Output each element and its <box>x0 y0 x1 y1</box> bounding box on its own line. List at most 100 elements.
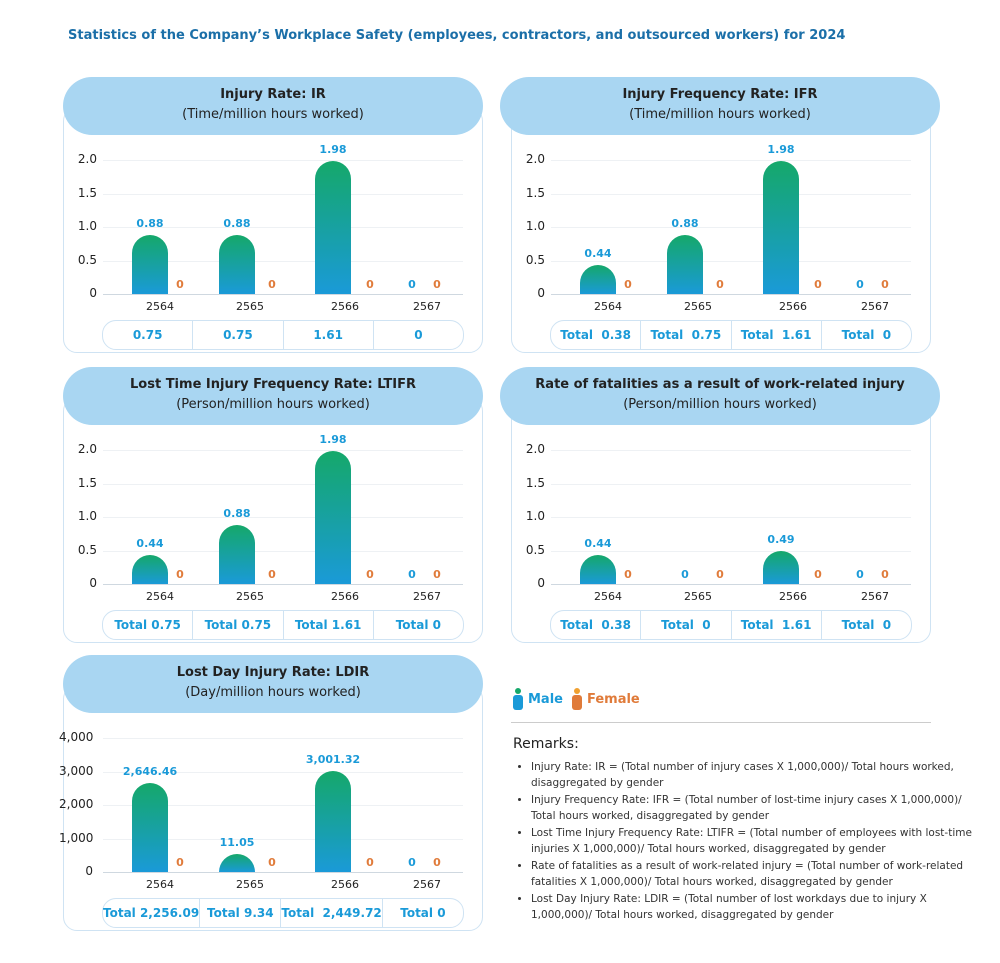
x-tick-label: 2565 <box>236 590 264 603</box>
chart-panel: Injury Rate: IR (Time/million hours worke… <box>63 77 483 353</box>
chart-title: Injury Frequency Rate: IFR <box>622 87 818 102</box>
gridline <box>103 805 463 806</box>
total-cell: Total 0 <box>820 611 911 639</box>
bar-male <box>132 554 168 584</box>
x-axis-line <box>103 294 463 295</box>
y-tick-label: 0.5 <box>77 542 97 557</box>
chart-header: Lost Day Injury Rate: LDIR (Day/million h… <box>63 655 483 713</box>
data-label-male: 11.05 <box>219 836 255 849</box>
y-tick-label: 4,000 <box>59 730 94 744</box>
y-tick-label: 2,000 <box>59 797 94 811</box>
data-label-male: 0 <box>408 568 416 581</box>
gridline <box>551 450 911 451</box>
y-tick-label: 0 <box>537 576 545 590</box>
y-tick-label: 2.0 <box>77 152 97 166</box>
data-label-male: 2,646.46 <box>122 765 178 779</box>
y-tick-label: 0.5 <box>525 252 545 267</box>
chart-header: Injury Frequency Rate: IFR (Time/million … <box>500 77 940 135</box>
y-tick-label: 0.5 <box>525 542 545 557</box>
data-label-male: 0.88 <box>136 217 164 231</box>
chart-header: Injury Rate: IR (Time/million hours worke… <box>63 77 483 135</box>
y-tick-label: 0 <box>89 576 97 590</box>
y-tick-label: 0 <box>537 286 545 300</box>
total-cell: Total 1.61 <box>730 611 821 639</box>
bar-male <box>132 235 168 294</box>
data-label-female: 0 <box>176 568 184 581</box>
gridline <box>551 193 911 195</box>
totals-row: Total 0.75 Total 0.75 Total 1.61 Total 0 <box>102 610 464 640</box>
chart-subtitle: (Time/million hours worked) <box>182 107 364 122</box>
gridline <box>103 550 463 552</box>
remark-item: Injury Rate: IR = (Total number of injur… <box>531 760 981 791</box>
data-label-female: 0 <box>624 568 632 581</box>
totals-row: 0.75 0.75 1.61 0 <box>102 320 464 350</box>
total-cell: Total 0.38 <box>560 618 631 632</box>
data-label-male: 1.98 <box>319 433 347 447</box>
bar-male <box>315 771 351 872</box>
female-person-icon <box>571 688 582 710</box>
gridline <box>551 483 911 485</box>
total-cell: 0 <box>372 321 463 349</box>
y-tick-label: 2.0 <box>525 152 545 166</box>
y-tick-label: 1.5 <box>525 475 545 490</box>
bar-male <box>667 235 703 294</box>
x-tick-label: 2564 <box>146 300 174 313</box>
gridline <box>551 160 911 161</box>
legend-male: Male <box>528 691 563 707</box>
data-label-male: 0.44 <box>584 536 612 550</box>
x-axis-line <box>103 872 463 873</box>
x-axis-line <box>103 584 463 585</box>
gridline <box>103 738 463 739</box>
chart-header: Lost Time Injury Frequency Rate: LTIFR (P… <box>63 367 483 425</box>
data-label-female: 0 <box>433 856 441 869</box>
chart-panel: Injury Frequency Rate: IFR (Time/million … <box>500 77 940 353</box>
x-tick-label: 2564 <box>146 878 174 891</box>
total-cell: Total 1.61 <box>282 611 373 639</box>
x-tick-label: 2566 <box>779 590 807 603</box>
gridline <box>551 550 911 552</box>
total-cell: Total 0 <box>640 611 730 639</box>
total-cell: 0.75 <box>132 328 163 342</box>
data-label-male: 0 <box>408 278 416 291</box>
y-tick-label: 1.0 <box>525 509 545 523</box>
data-label-female: 0 <box>624 278 632 291</box>
data-label-male: 3,001.32 <box>305 753 361 767</box>
chart-subtitle: (Person/million hours worked) <box>176 397 370 412</box>
data-label-female: 0 <box>881 278 889 291</box>
gridline <box>551 517 911 518</box>
bar-male <box>580 264 616 294</box>
data-label-male: 0.44 <box>136 536 164 550</box>
chart-title: Lost Time Injury Frequency Rate: LTIFR <box>130 377 416 392</box>
y-tick-label: 3,000 <box>59 763 94 778</box>
totals-row: Total 0.38 Total 0.75 Total 1.61 Total 0 <box>550 320 912 350</box>
data-label-female: 0 <box>433 568 441 581</box>
chart-subtitle: (Person/million hours worked) <box>623 397 817 412</box>
divider <box>511 722 931 723</box>
legend-female: Female <box>586 691 640 707</box>
gridline <box>103 160 463 161</box>
chart-frame <box>63 397 483 643</box>
y-tick-label: 1.5 <box>77 475 97 490</box>
y-tick-label: 1.0 <box>77 509 97 523</box>
data-label-female: 0 <box>366 278 374 291</box>
data-label-male: 0 <box>681 568 689 581</box>
total-cell: Total 0.38 <box>560 328 631 342</box>
data-label-female: 0 <box>268 568 276 581</box>
chart-title: Lost Day Injury Rate: LDIR <box>176 665 370 680</box>
bar-male <box>219 854 255 872</box>
y-tick-label: 0 <box>85 864 93 878</box>
data-label-male: 0.49 <box>767 533 795 547</box>
data-label-female: 0 <box>176 856 184 869</box>
x-tick-label: 2564 <box>146 590 174 603</box>
total-cell: 0.75 <box>192 321 282 349</box>
gridline <box>103 483 463 485</box>
total-cell: 1.61 <box>282 321 373 349</box>
data-label-male: 0.88 <box>223 507 251 521</box>
data-label-female: 0 <box>268 856 276 869</box>
chart-panel: Rate of fatalities as a result of work-r… <box>500 367 940 643</box>
data-label-female: 0 <box>814 568 822 581</box>
total-cell: Total 2,256.09 <box>103 906 200 920</box>
gridline <box>103 227 463 228</box>
total-cell: Total 1.61 <box>730 321 821 349</box>
chart-frame <box>511 107 931 353</box>
